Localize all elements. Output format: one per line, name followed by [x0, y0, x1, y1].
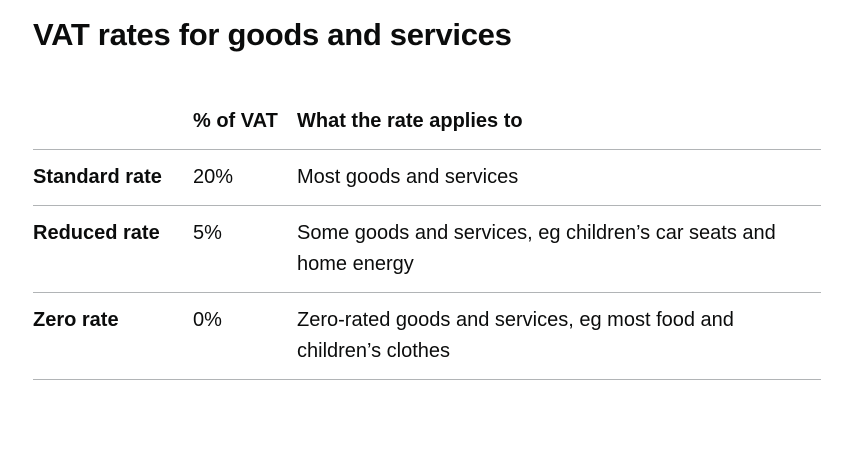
table-row: Standard rate 20% Most goods and service…	[33, 149, 821, 206]
table-row: Reduced rate 5% Some goods and services,…	[33, 205, 821, 293]
rate-name-cell: Standard rate	[33, 149, 193, 206]
table-header: % of VAT What the rate applies to	[33, 106, 821, 150]
vat-rates-table: % of VAT What the rate applies to Standa…	[33, 106, 821, 380]
header-percent-of-vat: % of VAT	[193, 106, 297, 150]
rate-name-cell: Zero rate	[33, 292, 193, 380]
table-body: Standard rate 20% Most goods and service…	[33, 149, 821, 380]
vat-rates-section: VAT rates for goods and services % of VA…	[33, 14, 821, 380]
rate-applies-to-cell: Some goods and services, eg children’s c…	[297, 205, 821, 293]
rate-applies-to-cell: Zero-rated goods and services, eg most f…	[297, 292, 821, 380]
rate-percent-cell: 0%	[193, 292, 297, 380]
rate-name-cell: Reduced rate	[33, 205, 193, 293]
header-applies-to: What the rate applies to	[297, 106, 821, 150]
rate-percent-cell: 20%	[193, 149, 297, 206]
header-row: % of VAT What the rate applies to	[33, 106, 821, 150]
rate-applies-to-cell: Most goods and services	[297, 149, 821, 206]
rate-percent-cell: 5%	[193, 205, 297, 293]
header-rate-name	[33, 106, 193, 150]
table-row: Zero rate 0% Zero-rated goods and servic…	[33, 292, 821, 380]
page-title: VAT rates for goods and services	[33, 17, 512, 52]
